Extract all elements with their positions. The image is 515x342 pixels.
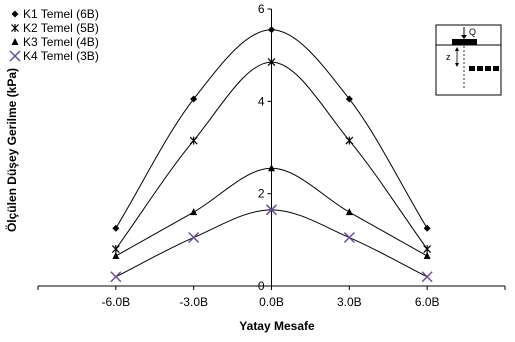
inset-label-q: Q bbox=[469, 27, 476, 37]
legend-marker bbox=[11, 24, 19, 32]
legend-label: K4 Temel (3B) bbox=[23, 49, 99, 63]
data-point bbox=[111, 245, 120, 254]
x-tick-label: -6.0B bbox=[101, 295, 130, 309]
foundation-inset-diagram: Q z bbox=[435, 24, 502, 96]
data-point bbox=[112, 251, 120, 259]
x-tick-label: -3.0B bbox=[179, 295, 208, 309]
data-point bbox=[190, 208, 198, 216]
legend-marker bbox=[11, 10, 19, 18]
series-1 bbox=[112, 26, 431, 232]
legend: K1 Temel (6B)K2 Temel (5B)K3 Temel (4B)K… bbox=[9, 7, 99, 63]
y-tick-label: 2 bbox=[258, 187, 265, 201]
series-4 bbox=[110, 204, 433, 283]
data-point bbox=[423, 224, 431, 232]
inset-depth-arrowhead-bottom bbox=[455, 63, 459, 67]
data-point bbox=[188, 231, 200, 244]
inset-sensor bbox=[477, 66, 483, 71]
data-point bbox=[112, 224, 120, 232]
data-point bbox=[268, 26, 275, 34]
y-tick-label: 4 bbox=[258, 94, 265, 108]
inset-foundation bbox=[452, 39, 477, 45]
legend-marker bbox=[9, 50, 21, 62]
inset-sensor bbox=[485, 66, 491, 71]
data-point bbox=[189, 136, 198, 145]
inset-load-arrowhead bbox=[461, 35, 467, 39]
data-point bbox=[110, 271, 122, 283]
x-tick-label: 0.0B bbox=[259, 295, 284, 309]
series-2 bbox=[111, 58, 432, 254]
inset-frame bbox=[435, 24, 502, 96]
data-point bbox=[345, 136, 354, 145]
data-point bbox=[345, 95, 353, 103]
series-3 bbox=[112, 164, 431, 259]
inset-sensor bbox=[469, 66, 475, 71]
inset-depth-arrowhead-top bbox=[455, 47, 459, 51]
data-point bbox=[423, 251, 431, 259]
data-point bbox=[345, 208, 353, 216]
x-axis-title: Yatay Mesafe bbox=[239, 319, 315, 333]
y-ticks: 0 2 4 6 bbox=[258, 2, 272, 293]
legend-label: K2 Temel (5B) bbox=[23, 21, 99, 35]
legend-label: K1 Temel (6B) bbox=[23, 7, 99, 21]
inset-sensor bbox=[493, 66, 499, 71]
inset-label-z: z bbox=[446, 52, 451, 62]
legend-label: K3 Temel (4B) bbox=[23, 35, 99, 49]
legend-marker bbox=[11, 38, 19, 45]
series-layer bbox=[110, 26, 433, 283]
axes: -6.0B -3.0B 0.0B 3.0B 6.0B 0 2 4 6 Yatay Mesafe… bbox=[4, 2, 506, 333]
x-ticks: -6.0B -3.0B 0.0B 3.0B 6.0B bbox=[37, 286, 506, 309]
data-point bbox=[267, 58, 276, 67]
y-tick-label: 0 bbox=[258, 279, 265, 293]
data-point bbox=[421, 271, 433, 283]
x-tick-label: 3.0B bbox=[337, 295, 362, 309]
data-point bbox=[265, 204, 278, 216]
data-point bbox=[423, 245, 432, 254]
data-point bbox=[268, 164, 275, 172]
y-axis-title: Ölçülen Düşey Gerilme (kPa) bbox=[4, 68, 19, 232]
data-point bbox=[343, 231, 355, 244]
y-tick-label: 6 bbox=[258, 2, 265, 16]
x-tick-label: 6.0B bbox=[415, 295, 440, 309]
data-point bbox=[190, 95, 198, 103]
